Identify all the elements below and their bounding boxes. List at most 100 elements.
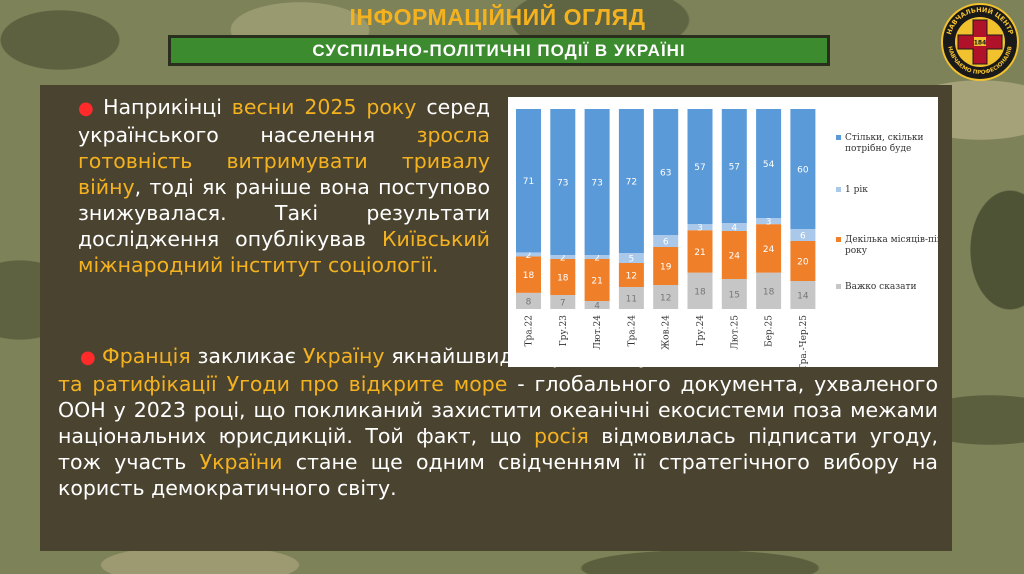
data-label: 73 <box>557 179 568 189</box>
text-span: - глобального документа, ухваленого ООН … <box>58 372 938 448</box>
data-label: 18 <box>557 274 569 284</box>
legend-swatch <box>836 284 841 289</box>
x-tick-label: Жов.24 <box>662 315 672 350</box>
x-tick-label: Бер.25 <box>765 315 775 347</box>
bar-segment <box>618 263 644 287</box>
bar-segment <box>516 256 541 293</box>
data-label: 57 <box>729 163 740 173</box>
bar-segment <box>516 292 541 309</box>
bar-segment <box>756 109 782 219</box>
data-label: 2 <box>560 254 566 264</box>
bar-segment <box>516 252 541 257</box>
data-label: 12 <box>660 294 671 304</box>
bar-segment <box>618 109 644 253</box>
data-label: 73 <box>591 179 602 189</box>
data-label: 60 <box>797 166 809 176</box>
data-label: 11 <box>626 295 637 305</box>
chart-svg: 818271Тра.22718273Гру.23421273Лют.241112… <box>516 109 942 370</box>
x-tick-label: Тра.24 <box>627 315 637 347</box>
bar-segment <box>653 247 679 285</box>
x-tick-label: Лют.25 <box>730 315 740 350</box>
bar-segment <box>550 295 576 309</box>
data-label: 21 <box>591 277 602 287</box>
bar-segment <box>584 109 610 255</box>
highlight-span: росія <box>533 424 589 448</box>
data-label: 7 <box>560 299 566 309</box>
logo-number: 184 <box>974 40 987 47</box>
data-label: 8 <box>526 297 532 307</box>
bar-segment <box>687 109 713 225</box>
data-label: 14 <box>797 292 809 302</box>
bar-segment <box>790 281 816 309</box>
data-label: 4 <box>594 302 600 312</box>
bar-segment <box>756 218 782 225</box>
data-label: 3 <box>766 218 772 228</box>
data-label: 6 <box>663 238 669 248</box>
legend-label: Декілька місяців-пів <box>845 235 938 245</box>
bar-segment <box>721 231 747 279</box>
bar-segment <box>721 109 747 223</box>
legend-swatch <box>836 237 841 242</box>
data-label: 12 <box>626 272 637 282</box>
bar-segment <box>687 230 713 273</box>
highlight-span: України <box>199 450 283 474</box>
data-label: 24 <box>729 252 741 262</box>
page-title: ІНФОРМАЦІЙНИЙ ОГЛЯД <box>349 4 646 30</box>
bar-segment <box>618 287 644 309</box>
bar-segment <box>687 272 713 309</box>
bar-segment <box>756 224 782 273</box>
x-tick-label: Тра.-Чер.25 <box>799 315 809 367</box>
highlight-span: весни 2025 року <box>231 95 417 119</box>
training-center-logo-icon: 184 НАВЧАЛЬНИЙ ЦЕНТР НАВЧАЄМО ПРОФЕСІОНА… <box>941 3 1019 81</box>
text-span: серед українського населення <box>78 95 490 147</box>
bullet-icon: ● <box>78 98 98 119</box>
bar-segment <box>653 285 679 309</box>
bar-segment <box>687 224 713 231</box>
text-span: , тоді як раніше вона поступово знижувал… <box>78 175 490 251</box>
paragraph-france: ●Франція закликає Україну якнайшвидше ро… <box>58 343 938 501</box>
x-tick-label: Гру.23 <box>559 315 569 347</box>
legend-label: потрібно буде <box>845 143 911 154</box>
data-label: 2 <box>526 251 532 261</box>
bar-segment <box>584 301 610 309</box>
bar-segment <box>618 253 644 263</box>
data-label: 20 <box>797 258 809 268</box>
data-label: 2 <box>594 254 600 264</box>
highlight-span: Україну <box>302 344 385 368</box>
data-label: 72 <box>626 178 637 188</box>
text-span: стане ще одним свідченням її стратегічно… <box>58 450 938 500</box>
bar-segment <box>721 279 747 309</box>
data-label: 24 <box>763 245 775 255</box>
x-tick-label: Гру.24 <box>696 315 706 347</box>
x-tick-label: Лют.24 <box>593 315 603 350</box>
highlight-span: зросла готовність витримувати тривалу ві… <box>78 123 490 199</box>
bar-segment <box>550 109 576 255</box>
data-label: 54 <box>763 160 775 170</box>
data-label: 57 <box>694 163 705 173</box>
bar-segment <box>756 272 782 309</box>
text-span: закликає <box>190 344 303 368</box>
legend-label: Важко сказати <box>845 282 916 292</box>
bar-segment <box>790 241 816 281</box>
legend-label: року <box>845 246 868 256</box>
bar-segment <box>653 109 679 235</box>
highlight-span: Франція <box>102 344 191 368</box>
data-label: 63 <box>660 169 671 179</box>
section-subtitle: СУСПІЛЬНО-ПОЛІТИЧНІ ПОДІЇ В УКРАЇНІ <box>168 35 830 66</box>
legend-swatch <box>836 135 841 140</box>
bar-segment <box>790 229 816 241</box>
bar-segment <box>516 109 541 253</box>
legend-label: Стільки, скільки <box>845 133 924 143</box>
bullet-icon: ● <box>80 347 97 368</box>
text-span: Наприкінці <box>103 95 232 119</box>
data-label: 18 <box>694 287 706 297</box>
bar-segment <box>550 255 576 259</box>
data-label: 18 <box>523 271 535 281</box>
data-label: 6 <box>800 232 806 242</box>
data-label: 21 <box>694 248 705 258</box>
data-label: 19 <box>660 263 672 273</box>
legend-swatch <box>836 187 841 192</box>
war-endurance-chart: 8 18 2 71 Тра.22 7 18 2 73 Гру.23 4 21 2 73 Лют.24 11 12… <box>508 97 942 370</box>
data-label: 3 <box>697 224 703 234</box>
bar-segment <box>584 255 610 259</box>
